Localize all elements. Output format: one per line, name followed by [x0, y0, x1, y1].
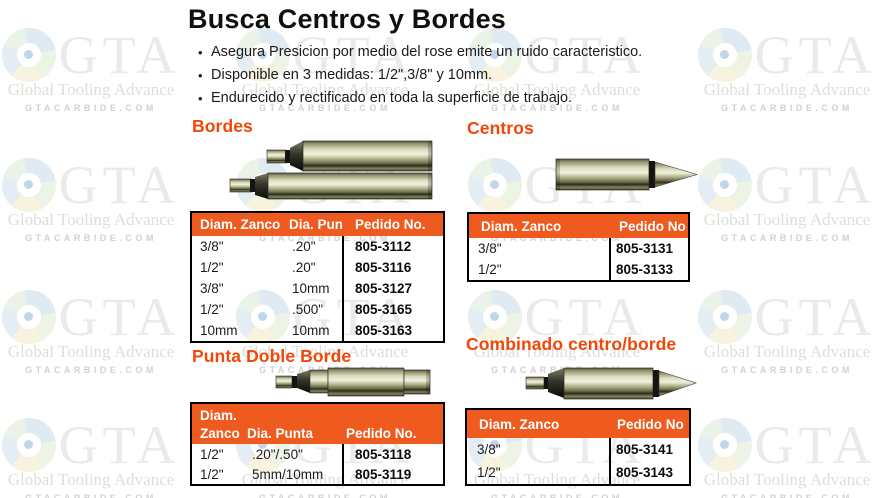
cell-diam-zanco: 3/8": [200, 281, 224, 296]
centros-table-header: Diam. Zanco Pedido No: [469, 214, 688, 238]
cell-dia-punta: .20": [292, 239, 316, 254]
section-title-punta-doble-borde: Punta Doble Borde: [192, 346, 352, 366]
table-row: 3/8" 805-3131: [469, 238, 688, 259]
cell-pedido: 805-3112: [342, 236, 443, 257]
column-header: Dia. Punt: [289, 217, 342, 232]
table-row: 10mm 10mm 805-3163: [192, 320, 443, 341]
section-title-centros: Centros: [467, 118, 534, 138]
centros-table: Diam. Zanco Pedido No 3/8" 805-3131 1/2"…: [467, 212, 690, 282]
cell-dia-punta: .20"/.50": [252, 446, 303, 462]
column-header: Zanco: [200, 425, 240, 441]
cell-dia-punta: 5mm/10mm: [252, 466, 324, 482]
feature-bullet-list: • Asegura Presicion por medio del rose e…: [198, 44, 642, 113]
combinado-table-header: Diam. Zanco Pedido No: [467, 410, 689, 438]
table-row: 1/2" 805-3133: [469, 259, 688, 280]
column-header: Pedido No: [617, 416, 684, 432]
combinado-product-image: [525, 367, 697, 400]
table-row: 3/8" 10mm 805-3127: [192, 278, 443, 299]
cell-pedido: 805-3131: [609, 238, 688, 259]
cell-diam-zanco: 3/8": [477, 442, 501, 457]
feature-bullet: • Endurecido y rectificado en toda la su…: [198, 90, 642, 113]
column-header: Diam. Zanco: [481, 218, 562, 234]
cell-pedido: 805-3165: [342, 299, 443, 320]
feature-bullet: • Disponible en 3 medidas: 1/2",3/8" y 1…: [198, 67, 642, 90]
cell-diam-zanco: 3/8": [478, 241, 502, 256]
cell-diam-zanco: 1/2": [200, 302, 224, 317]
cell-pedido: 805-3141: [609, 438, 689, 461]
table-row: 1/2" .20" 805-3116: [192, 257, 443, 278]
punta-doble-borde-product-image: [275, 367, 431, 397]
cell-diam-zanco: 1/2": [478, 262, 502, 277]
bullet-icon: •: [198, 68, 203, 83]
cell-dia-punta: 10mm: [292, 323, 330, 338]
table-row: 3/8" .20" 805-3112: [192, 236, 443, 257]
table-row: 1/2" .500" 805-3165: [192, 299, 443, 320]
bordes-table: Diam. Zanco Dia. Punt Pedido No. 3/8" .2…: [190, 211, 445, 343]
column-header: Diam. Zanco: [479, 416, 560, 432]
combinado-table: Diam. Zanco Pedido No 3/8" 805-3141 1/2"…: [465, 408, 691, 486]
cell-diam-zanco: 1/2": [200, 466, 224, 482]
cell-diam-zanco: 3/8": [200, 239, 224, 254]
cell-dia-punta: 10mm: [292, 281, 330, 296]
cell-pedido: 805-3119: [342, 464, 443, 484]
bullet-text: Asegura Presicion por medio del rose emi…: [211, 44, 643, 60]
section-title-bordes: Bordes: [192, 116, 253, 136]
page-title: Busca Centros y Bordes: [188, 4, 506, 34]
bullet-icon: •: [198, 91, 203, 106]
section-title-combinado: Combinado centro/borde: [466, 334, 677, 354]
column-header: Pedido No.: [346, 425, 417, 441]
cell-pedido: 805-3143: [609, 461, 689, 484]
column-header: Pedido No: [619, 218, 686, 234]
bordes-product-image: [229, 140, 433, 200]
feature-bullet: • Asegura Presicion por medio del rose e…: [198, 44, 642, 67]
punta-table-header: Diam. Zanco Dia. Punta Pedido No.: [192, 404, 443, 444]
table-row: 1/2" 805-3143: [467, 461, 689, 484]
cell-dia-punta: .20": [292, 260, 316, 275]
cell-pedido: 805-3118: [342, 444, 443, 464]
cell-diam-zanco: 1/2": [200, 260, 224, 275]
bullet-text: Endurecido y rectificado en toda la supe…: [211, 90, 573, 106]
centros-product-image: [555, 158, 699, 191]
bordes-table-header: Diam. Zanco Dia. Punt Pedido No.: [192, 213, 443, 236]
table-row: 1/2" 5mm/10mm 805-3119: [192, 464, 443, 484]
bullet-icon: •: [198, 45, 203, 60]
cell-pedido: 805-3163: [342, 320, 443, 341]
column-header: Pedido No.: [355, 217, 426, 232]
punta-doble-borde-table: Diam. Zanco Dia. Punta Pedido No. 1/2" .…: [190, 402, 445, 486]
table-row: 3/8" 805-3141: [467, 438, 689, 461]
bullet-text: Disponible en 3 medidas: 1/2",3/8" y 10m…: [211, 67, 493, 83]
cell-diam-zanco: 1/2": [477, 465, 501, 480]
table-row: 1/2" .20"/.50" 805-3118: [192, 444, 443, 464]
column-header: Diam.: [200, 407, 237, 423]
cell-diam-zanco: 10mm: [200, 323, 238, 338]
cell-diam-zanco: 1/2": [200, 446, 224, 462]
cell-dia-punta: .500": [292, 302, 324, 317]
cell-pedido: 805-3127: [342, 278, 443, 299]
column-header: Diam. Zanco: [200, 217, 281, 232]
column-header: Dia. Punta: [247, 425, 314, 441]
cell-pedido: 805-3133: [609, 259, 688, 280]
cell-pedido: 805-3116: [342, 257, 443, 278]
